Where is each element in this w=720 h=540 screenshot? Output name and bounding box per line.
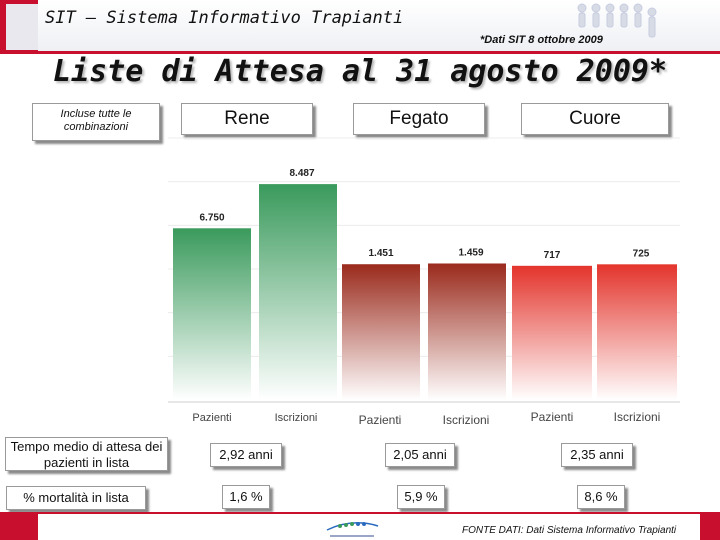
- combinations-note: Incluse tutte le combinazioni: [32, 103, 160, 141]
- value-label-rene-pazienti: 6.750: [199, 212, 224, 223]
- value-label-fegato-iscrizioni: 1.459: [458, 247, 483, 258]
- waiting-time-rene: 2,92 anni: [210, 443, 282, 467]
- value-label-cuore-pazienti: 717: [544, 250, 561, 261]
- organ-header-fegato: Fegato: [353, 103, 485, 135]
- value-label-fegato-pazienti: 1.451: [368, 248, 393, 259]
- category-label-fegato-pazienti: Pazienti: [359, 413, 402, 427]
- mortality-fegato: 5,9 %: [397, 485, 445, 509]
- bar-rene-iscrizioni: [259, 184, 337, 400]
- people-logo-icon: [577, 3, 657, 38]
- chart-value-labels: 6.750 8.487 1.451 1.459 717 725: [199, 168, 649, 261]
- source-note: *Dati SIT 8 ottobre 2009: [480, 34, 603, 46]
- category-label-cuore-iscrizioni: Iscrizioni: [614, 410, 661, 424]
- mortality-rene: 1,6 %: [222, 485, 270, 509]
- category-label-rene-iscrizioni: Iscrizioni: [275, 412, 318, 424]
- bar-fegato-iscrizioni: [428, 263, 506, 400]
- value-label-rene-iscrizioni: 8.487: [289, 168, 314, 179]
- bar-cuore-iscrizioni: [597, 264, 677, 400]
- app-title: SIT – Sistema Informativo Trapianti: [45, 8, 404, 28]
- waiting-time-fegato: 2,05 anni: [385, 443, 455, 467]
- organ-header-cuore: Cuore: [521, 103, 669, 135]
- chart-bars: [173, 184, 677, 400]
- footer-bar: FONTE DATI: Dati Sistema Informativo Tra…: [0, 512, 720, 540]
- bar-rene-pazienti: [173, 228, 251, 400]
- bar-cuore-pazienti: [512, 265, 592, 400]
- value-label-cuore-iscrizioni: 725: [633, 248, 650, 259]
- cnt-logo-icon: [326, 522, 379, 537]
- page-title: Liste di Attesa al 31 agosto 2009*: [52, 54, 668, 89]
- mortality-label: % mortalità in lista: [6, 486, 146, 510]
- mortality-cuore: 8,6 %: [577, 485, 625, 509]
- organ-header-rene: Rene: [181, 103, 313, 135]
- waiting-time-cuore: 2,35 anni: [561, 443, 633, 467]
- category-label-rene-pazienti: Pazienti: [192, 412, 231, 424]
- category-label-fegato-iscrizioni: Iscrizioni: [443, 413, 490, 427]
- footer-source: FONTE DATI: Dati Sistema Informativo Tra…: [462, 525, 677, 536]
- header-accent: [0, 0, 38, 54]
- category-label-cuore-pazienti: Pazienti: [531, 410, 574, 424]
- header-bar: SIT – Sistema Informativo Trapianti *Dat…: [0, 0, 720, 54]
- bar-fegato-pazienti: [342, 264, 420, 400]
- waiting-time-label: Tempo medio di attesa dei pazienti in li…: [5, 437, 168, 471]
- chart-category-labels: Pazienti Iscrizioni Pazienti Iscrizioni Pazi…: [192, 410, 660, 427]
